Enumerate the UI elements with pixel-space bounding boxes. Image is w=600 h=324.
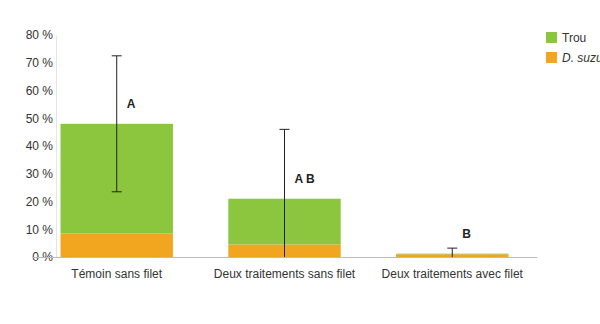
error-line xyxy=(452,248,453,257)
bar xyxy=(61,233,173,257)
y-tick: 80 % xyxy=(26,28,56,42)
chart: 0 %10 %20 %30 %40 %50 %60 %70 %80 %Témoi… xyxy=(0,0,600,324)
legend-item: Trou xyxy=(546,31,586,45)
legend-item: D. suzukii xyxy=(546,51,600,65)
error-cap xyxy=(447,248,457,249)
y-tick-label: 20 % xyxy=(26,195,54,209)
y-tick-label: 30 % xyxy=(26,167,54,181)
annotation: B xyxy=(462,227,471,241)
error-cap xyxy=(112,191,122,192)
y-tick: 60 % xyxy=(26,84,56,98)
error-cap xyxy=(280,129,290,130)
x-axis-line xyxy=(33,257,538,258)
legend-label: D. suzukii xyxy=(562,51,600,65)
plot-area xyxy=(61,56,509,257)
y-tick: 30 % xyxy=(26,167,56,181)
y-axis: 0 %10 %20 %30 %40 %50 %60 %70 %80 % xyxy=(26,28,57,264)
y-tick: 10 % xyxy=(26,223,56,237)
x-axis xyxy=(33,257,538,259)
y-tick-label: 70 % xyxy=(26,56,54,70)
y-tick: 50 % xyxy=(26,112,56,126)
annotation: A B xyxy=(295,172,316,186)
x-tick-label: Deux traitements sans filet xyxy=(214,267,356,281)
y-tick: 40 % xyxy=(26,139,56,153)
legend-swatch xyxy=(546,52,557,63)
y-tick: 70 % xyxy=(26,56,56,70)
error-bar xyxy=(280,129,290,257)
annotation: A xyxy=(127,97,136,111)
error-line xyxy=(284,129,285,257)
y-tick-label: 50 % xyxy=(26,112,54,126)
x-tick-label: Deux traitements avec filet xyxy=(382,267,524,281)
y-tick-label: 60 % xyxy=(26,84,54,98)
y-axis-line xyxy=(56,36,57,258)
y-tick-label: 40 % xyxy=(26,139,54,153)
x-tick-label: Témoin sans filet xyxy=(71,267,162,281)
error-line xyxy=(116,56,117,192)
y-tick-label: 80 % xyxy=(26,28,54,42)
error-bar xyxy=(112,56,122,192)
error-bar xyxy=(447,248,457,257)
y-tick: 20 % xyxy=(26,195,56,209)
legend-label: Trou xyxy=(562,31,586,45)
legend-swatch xyxy=(546,32,557,43)
y-tick-label: 10 % xyxy=(26,223,54,237)
error-cap xyxy=(112,55,122,56)
legend: Trou D. suzukii xyxy=(546,31,600,65)
